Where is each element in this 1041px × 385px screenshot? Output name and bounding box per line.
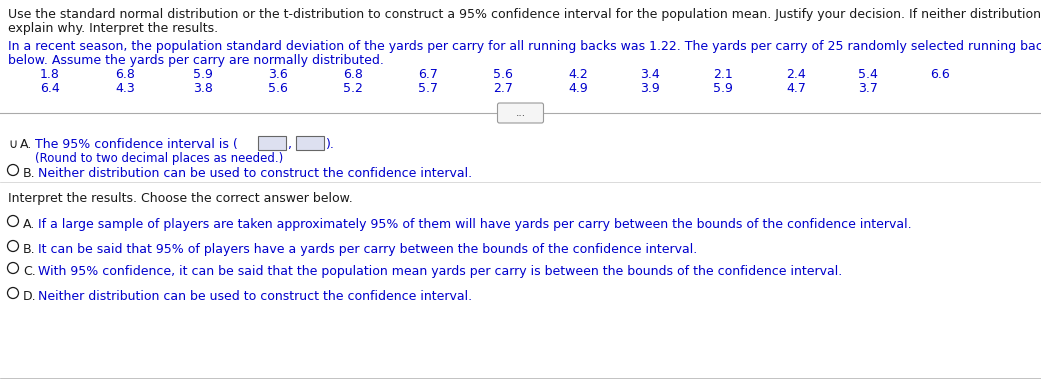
Text: Use the standard normal distribution or the t-distribution to construct a 95% co: Use the standard normal distribution or … [8,8,1041,21]
Text: 2.4: 2.4 [786,68,806,81]
Text: 6.7: 6.7 [418,68,438,81]
Text: (Round to two decimal places as needed.): (Round to two decimal places as needed.) [35,152,283,165]
Text: 2.1: 2.1 [713,68,733,81]
Text: 5.6: 5.6 [268,82,288,95]
Text: 2.7: 2.7 [493,82,513,95]
Text: 4.2: 4.2 [568,68,588,81]
Text: It can be said that 95% of players have a yards per carry between the bounds of : It can be said that 95% of players have … [39,243,697,256]
Text: C.: C. [23,265,35,278]
Text: explain why. Interpret the results.: explain why. Interpret the results. [8,22,219,35]
Text: The 95% confidence interval is (: The 95% confidence interval is ( [35,138,237,151]
Text: Neither distribution can be used to construct the confidence interval.: Neither distribution can be used to cons… [39,167,473,180]
Text: 6.6: 6.6 [930,68,949,81]
Text: 5.9: 5.9 [193,68,212,81]
Text: 4.7: 4.7 [786,82,806,95]
Text: 5.6: 5.6 [493,68,513,81]
Text: Interpret the results. Choose the correct answer below.: Interpret the results. Choose the correc… [8,192,353,205]
Text: 5.9: 5.9 [713,82,733,95]
Text: 3.6: 3.6 [268,68,287,81]
Text: 3.9: 3.9 [640,82,660,95]
Text: 3.4: 3.4 [640,68,660,81]
Text: 4.3: 4.3 [115,82,134,95]
Text: 4.9: 4.9 [568,82,588,95]
Text: In a recent season, the population standard deviation of the yards per carry for: In a recent season, the population stand… [8,40,1041,53]
Text: 5.7: 5.7 [418,82,438,95]
FancyBboxPatch shape [258,136,286,150]
Text: 6.8: 6.8 [115,68,135,81]
Text: A.: A. [23,218,35,231]
Text: If a large sample of players are taken approximately 95% of them will have yards: If a large sample of players are taken a… [39,218,912,231]
Text: 6.4: 6.4 [40,82,59,95]
Text: ,: , [288,138,291,151]
Text: 3.8: 3.8 [193,82,212,95]
FancyBboxPatch shape [498,103,543,123]
Text: 5.2: 5.2 [342,82,363,95]
Text: 1.8: 1.8 [40,68,60,81]
Text: 3.7: 3.7 [858,82,878,95]
Text: below. Assume the yards per carry are normally distributed.: below. Assume the yards per carry are no… [8,54,384,67]
Text: D.: D. [23,290,36,303]
Text: 6.8: 6.8 [342,68,363,81]
Text: ).: ). [326,138,335,151]
Text: B.: B. [23,167,35,180]
Text: ∪: ∪ [8,138,17,151]
Text: A.: A. [20,138,32,151]
Text: ...: ... [515,108,526,118]
FancyBboxPatch shape [296,136,324,150]
Text: B.: B. [23,243,35,256]
Text: With 95% confidence, it can be said that the population mean yards per carry is : With 95% confidence, it can be said that… [39,265,842,278]
Text: Neither distribution can be used to construct the confidence interval.: Neither distribution can be used to cons… [39,290,473,303]
Text: 5.4: 5.4 [858,68,878,81]
